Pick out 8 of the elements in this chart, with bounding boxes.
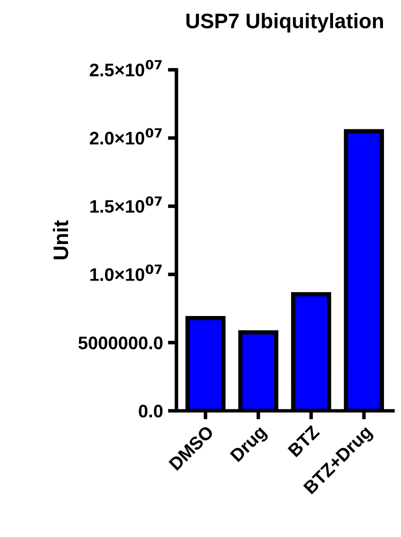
y-tick-label: 2.0×10$^{07}$ [90, 128, 162, 145]
y-tick-label: 0.0 [138, 404, 163, 418]
chart-title: USP7 Ubiquitylation [186, 13, 383, 32]
y-tick-label: 1.5×10$^{07}$ [90, 196, 162, 213]
y-tick-label: 5000000.0 [78, 336, 163, 350]
y-tick-label: 2.5×10$^{07}$ [90, 60, 162, 76]
y-axis-title: Unit [52, 220, 68, 260]
y-tick-label: 1.0×10$^{07}$ [90, 264, 162, 281]
